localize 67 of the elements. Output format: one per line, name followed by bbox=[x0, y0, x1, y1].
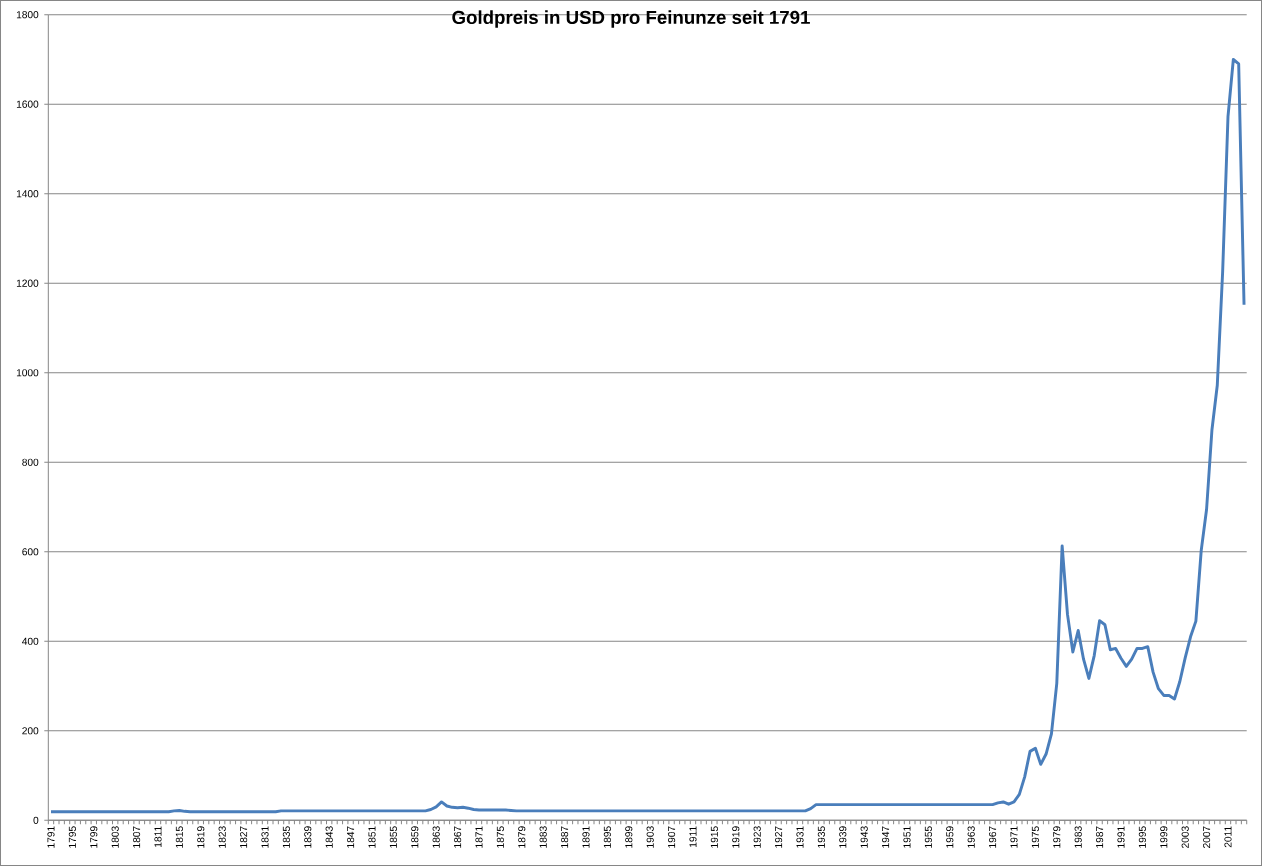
x-tick-label: 1919 bbox=[732, 826, 740, 848]
x-tick-label: 1987 bbox=[1095, 826, 1104, 848]
x-tick-label: 1867 bbox=[453, 826, 462, 848]
x-tick-label: 1891 bbox=[582, 826, 590, 848]
y-tick-label: 1400 bbox=[16, 190, 39, 198]
x-tick-label: 1959 bbox=[946, 826, 954, 848]
x-tick-label: 1951 bbox=[903, 826, 911, 848]
x-tick-label: 1859 bbox=[411, 826, 419, 848]
x-tick-label: 1847 bbox=[346, 826, 355, 848]
x-tick-label: 1911 bbox=[689, 826, 697, 847]
x-tick-label: 1851 bbox=[368, 826, 376, 848]
x-tick-label: 1803 bbox=[111, 826, 119, 848]
y-tick-label: 1600 bbox=[16, 100, 39, 108]
x-tick-label: 1883 bbox=[539, 826, 547, 848]
x-tick-label: 1907 bbox=[667, 826, 676, 848]
x-tick-label: 1827 bbox=[239, 826, 248, 848]
x-tick-label: 1863 bbox=[432, 826, 440, 848]
x-tick-label: 1831 bbox=[261, 826, 269, 848]
x-tick-label: 1819 bbox=[197, 826, 205, 848]
x-tick-label: 1843 bbox=[325, 826, 333, 848]
x-tick-label: 1943 bbox=[860, 826, 868, 848]
x-tick-label: 1983 bbox=[1074, 826, 1082, 848]
x-tick-label: 1871 bbox=[475, 826, 483, 848]
x-tick-label: 2011 bbox=[1224, 826, 1232, 848]
x-tick-label: 1915 bbox=[710, 826, 718, 848]
x-tick-label: 1855 bbox=[389, 826, 397, 848]
x-tick-label: 1971 bbox=[1010, 826, 1018, 848]
y-tick-label: 1800 bbox=[16, 11, 39, 19]
x-tick-label: 1931 bbox=[796, 826, 804, 848]
x-tick-label: 1823 bbox=[218, 826, 226, 848]
x-tick-label: 1979 bbox=[1053, 826, 1061, 848]
x-tick-label: 1807 bbox=[132, 826, 141, 848]
x-tick-label: 1835 bbox=[282, 826, 290, 848]
x-tick-label: 1895 bbox=[603, 826, 611, 848]
x-tick-label: 1963 bbox=[967, 826, 975, 848]
y-tick-label: 1000 bbox=[16, 369, 39, 377]
chart-title: Goldpreis in USD pro Feinunze seit 1791 bbox=[452, 10, 810, 28]
x-tick-label: 1899 bbox=[625, 826, 633, 848]
x-tick-label: 1791 bbox=[47, 826, 55, 848]
x-tick-label: 2003 bbox=[1181, 826, 1189, 848]
x-tick-label: 1795 bbox=[68, 826, 76, 848]
y-tick-label: 600 bbox=[22, 548, 39, 556]
x-tick-label: 1923 bbox=[753, 826, 761, 848]
x-tick-label: 1879 bbox=[518, 826, 526, 848]
x-tick-label: 1999 bbox=[1160, 826, 1168, 848]
y-tick-label: 200 bbox=[22, 727, 39, 735]
x-tick-label: 1939 bbox=[839, 826, 847, 848]
x-tick-label: 1935 bbox=[817, 826, 825, 848]
x-tick-label: 1799 bbox=[90, 826, 98, 848]
x-tick-label: 1967 bbox=[988, 826, 997, 848]
x-tick-label: 1975 bbox=[1031, 826, 1039, 848]
x-tick-label: 1995 bbox=[1138, 826, 1146, 848]
y-tick-label: 0 bbox=[33, 816, 39, 824]
x-tick-label: 1815 bbox=[175, 826, 183, 848]
x-tick-label: 1903 bbox=[646, 826, 654, 848]
x-tick-label: 1839 bbox=[304, 826, 312, 848]
x-tick-label: 1991 bbox=[1117, 826, 1125, 848]
x-tick-label: 1887 bbox=[560, 826, 569, 848]
y-tick-label: 400 bbox=[22, 637, 39, 645]
y-tick-label: 1200 bbox=[16, 279, 39, 287]
x-tick-label: 1947 bbox=[881, 826, 890, 848]
y-tick-label: 800 bbox=[22, 458, 39, 466]
x-tick-label: 1955 bbox=[924, 826, 932, 848]
x-tick-label: 2007 bbox=[1202, 826, 1211, 848]
x-tick-label: 1927 bbox=[774, 826, 783, 848]
x-tick-label: 1811 bbox=[154, 826, 162, 847]
x-tick-label: 1875 bbox=[496, 826, 504, 848]
